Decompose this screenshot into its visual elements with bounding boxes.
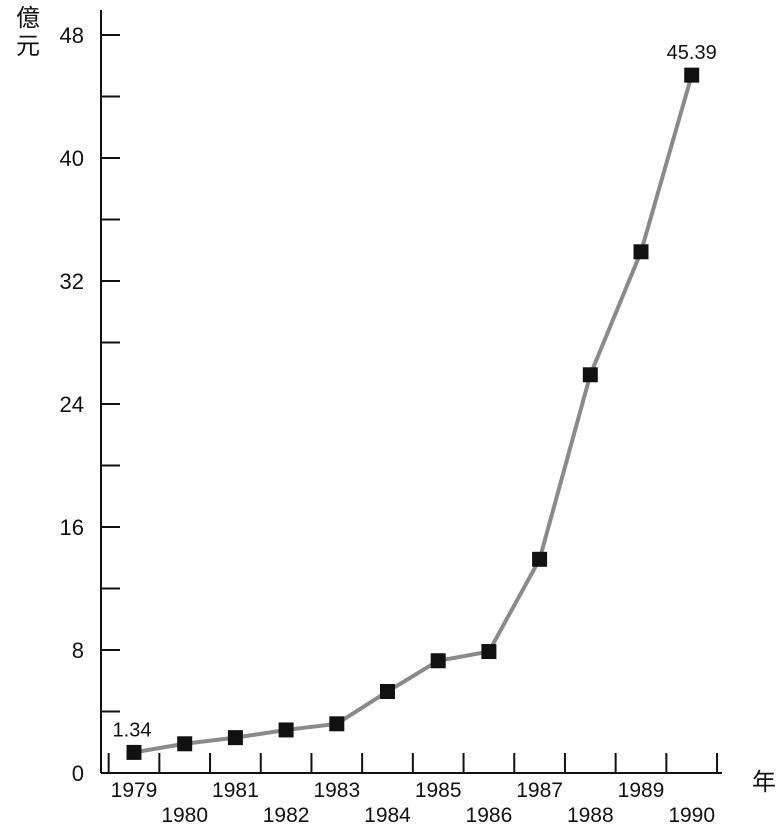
y-tick-label: 24 <box>60 392 84 417</box>
x-tick-label: 1983 <box>313 779 360 802</box>
x-tick-label: 1981 <box>212 779 259 802</box>
data-label: 45.39 <box>667 42 717 64</box>
y-axis-ticks: 0 8 16 24 32 40 48 <box>60 23 120 786</box>
x-tick-label: 1989 <box>618 779 665 802</box>
x-tick-label: 1990 <box>668 804 715 826</box>
data-point-1980 <box>177 736 193 752</box>
data-point-1984 <box>380 684 395 700</box>
data-point-1990 <box>684 67 700 83</box>
data-point-1987 <box>532 551 548 567</box>
x-tick-label: 1984 <box>364 804 411 826</box>
y-tick-label: 0 <box>72 761 84 786</box>
data-point-1979 <box>126 744 142 760</box>
x-axis-ticks: 1979198019811982198319841985198619871988… <box>107 753 719 826</box>
y-tick-label: 48 <box>60 23 84 48</box>
data-point-1986 <box>481 644 497 660</box>
x-tick-label: 1986 <box>466 804 513 826</box>
data-label: 1.34 <box>113 719 152 741</box>
data-point-1985 <box>430 653 446 669</box>
y-axis-unit-text: 億元 <box>16 4 40 60</box>
x-tick-label: 1979 <box>111 779 158 802</box>
y-tick-label: 32 <box>60 269 84 294</box>
data-point-1981 <box>227 730 243 746</box>
x-tick-label: 1985 <box>415 779 462 802</box>
x-axis-unit-text: 年 <box>752 768 776 796</box>
data-point-1982 <box>278 722 294 738</box>
series-line <box>133 74 694 755</box>
y-tick-label: 40 <box>60 146 84 171</box>
y-tick-label: 8 <box>72 638 84 663</box>
y-tick-label: 16 <box>60 515 84 540</box>
data-point-1988 <box>582 367 598 383</box>
y-axis-unit-label: 億元 <box>16 4 40 60</box>
x-tick-label: 1987 <box>516 779 563 802</box>
x-tick-label: 1980 <box>161 804 208 826</box>
data-point-1983 <box>329 716 345 732</box>
data-point-1989 <box>633 244 649 260</box>
x-axis-unit-label: 年 <box>752 768 776 796</box>
x-tick-label: 1982 <box>263 804 310 826</box>
x-tick-label: 1988 <box>567 804 614 826</box>
annotations-group: 1.34 45.39 <box>113 42 717 741</box>
series-group <box>126 67 700 760</box>
